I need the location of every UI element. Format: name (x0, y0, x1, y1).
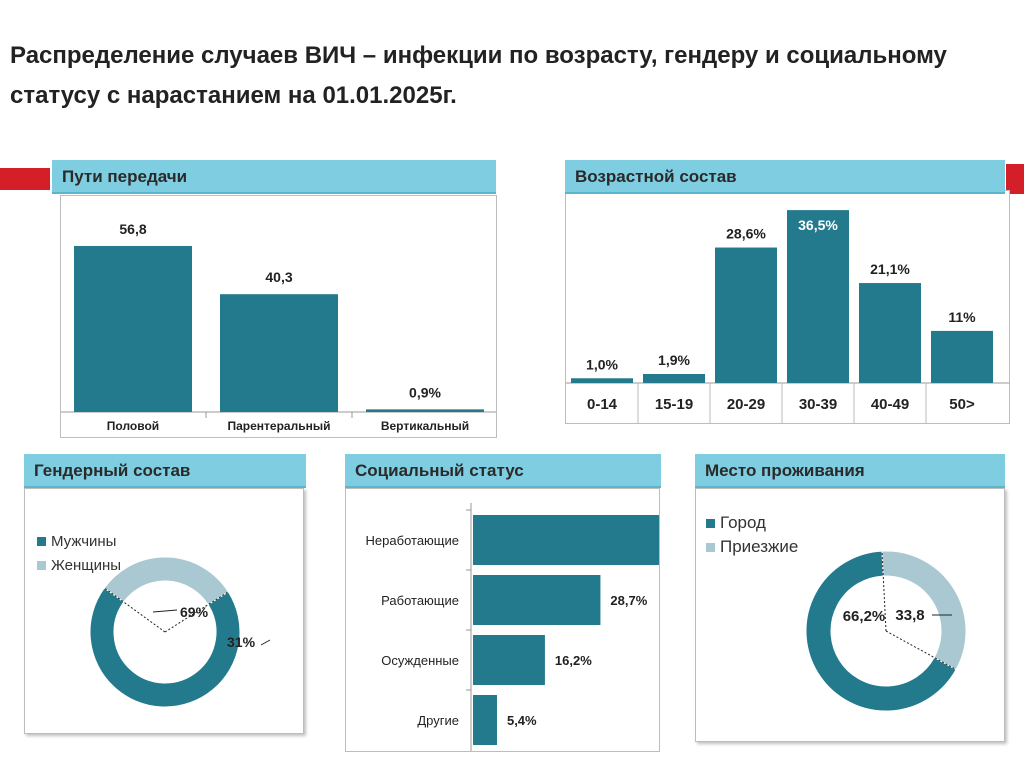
bar-1 (571, 378, 633, 383)
social-header: Социальный статус (345, 454, 661, 488)
data-label-3: 0,9% (409, 384, 441, 400)
category-label-1: Половой (107, 419, 159, 433)
category-label-3: Вертикальный (381, 419, 469, 433)
residence-donut-chart: 66,2% 33,8 Город Приезжие (706, 513, 967, 712)
accent-bar-right (1006, 164, 1024, 194)
legend-label-1: Мужчины (51, 533, 116, 550)
category-label-6: 50> (949, 396, 975, 413)
bar-5 (859, 283, 921, 383)
bar-2 (643, 374, 705, 383)
gender-chart-panel: 69% 31% Мужчины Женщины (24, 488, 304, 734)
legend-swatch-2 (706, 543, 715, 552)
category-label-1: Неработающие (366, 533, 459, 548)
data-label-1: 69% (180, 604, 209, 620)
bar-6 (931, 330, 993, 383)
category-label-5: 40-49 (871, 396, 909, 413)
bar-3 (473, 635, 545, 685)
legend-label-2: Женщины (51, 557, 121, 574)
legend-label-2: Приезжие (720, 537, 798, 556)
legend-label-1: Город (720, 513, 766, 532)
page-title: Распределение случаев ВИЧ – инфекции по … (10, 42, 947, 109)
category-label-2: 15-19 (655, 396, 693, 413)
bar-4 (473, 695, 497, 745)
category-label-2: Работающие (381, 593, 459, 608)
age-bar-chart: 1,0% 0-14 1,9% 15-19 28,6% 20-29 36,5% 30-39 21,… (566, 210, 1009, 423)
data-label-4: 36,5% (798, 217, 838, 233)
divider-line-1 (164, 591, 229, 633)
bar-4 (787, 210, 849, 383)
transmission-chart-panel: 56,8 Половой 40,3 Парентеральный 0,9% Вертика… (60, 195, 497, 438)
bar-1 (473, 515, 694, 565)
legend-swatch-1 (37, 537, 46, 546)
data-label-2: 40,3 (265, 269, 292, 285)
gender-donut-chart: 69% 31% Мужчины Женщины (37, 533, 271, 708)
data-label-2: 28,7% (610, 593, 647, 608)
bar-3 (715, 247, 777, 383)
bar-2 (220, 294, 338, 412)
slice-Город (805, 550, 957, 712)
data-label-2: 1,9% (658, 352, 690, 368)
data-label-4: 5,4% (507, 713, 537, 728)
bar-2 (473, 575, 601, 625)
data-label-1: 66,2% (843, 608, 886, 625)
data-label-6: 11% (948, 309, 976, 325)
data-label-5: 21,1% (870, 261, 910, 277)
age-header: Возрастной состав (565, 160, 1005, 194)
data-label-3: 28,6% (726, 226, 766, 242)
legend-swatch-1 (706, 519, 715, 528)
category-label-3: 20-29 (727, 396, 765, 413)
gender-header: Гендерный состав (24, 454, 306, 488)
category-label-4: Другие (417, 713, 459, 728)
data-label-2: 33,8 (895, 607, 924, 624)
leader-line-1 (152, 609, 178, 613)
accent-bar-left (0, 168, 50, 190)
data-label-3: 16,2% (555, 653, 592, 668)
transmission-header: Пути передачи (52, 160, 496, 194)
data-label-2: 31% (227, 634, 256, 650)
age-chart-panel: 1,0% 0-14 1,9% 15-19 28,6% 20-29 36,5% 30-39 21,… (565, 190, 1010, 424)
data-label-1: 56,8 (119, 221, 146, 237)
divider-line-2 (104, 587, 166, 633)
slice-Мужчины (89, 587, 241, 708)
legend-swatch-2 (37, 561, 46, 570)
transmission-bar-chart: 56,8 Половой 40,3 Парентеральный 0,9% Вертика… (61, 221, 496, 433)
bar-1 (74, 245, 192, 412)
slice-Приезжие (881, 550, 967, 671)
residence-chart-panel: 66,2% 33,8 Город Приезжие (695, 488, 1005, 742)
data-label-1: 1,0% (586, 356, 618, 372)
category-label-2: Парентеральный (228, 419, 331, 433)
social-hbar-chart: 49,7%Неработающие28,7%Работающие16,2%Осу… (366, 503, 741, 751)
divider-line-1 (885, 630, 957, 670)
social-chart-panel: 49,7%Неработающие28,7%Работающие16,2%Осу… (345, 488, 741, 752)
category-label-3: Осужденные (381, 653, 459, 668)
slice-Женщины (103, 556, 230, 606)
bar-3 (366, 409, 484, 412)
category-label-4: 30-39 (799, 396, 837, 413)
category-label-1: 0-14 (587, 396, 618, 413)
residence-header: Место проживания (695, 454, 1005, 488)
leader-line-2 (260, 639, 271, 646)
